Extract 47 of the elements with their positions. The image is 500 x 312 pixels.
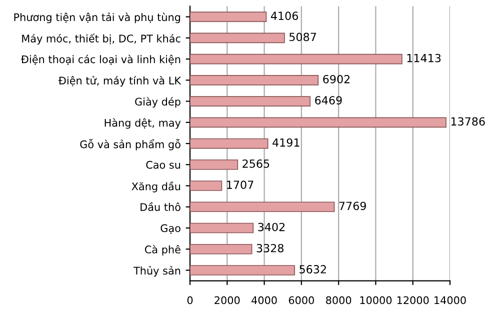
data-label: 5632	[300, 265, 326, 274]
x-tick-label: 2000	[214, 296, 240, 304]
data-label: 6469	[315, 96, 342, 105]
bar	[190, 12, 267, 22]
x-tick-label: 6000	[288, 296, 314, 304]
x-tick-label: 12000	[397, 296, 429, 304]
x-tick-label: 4000	[252, 296, 277, 304]
data-label: 5087	[289, 32, 316, 42]
y-tick-label: Cà phê	[144, 244, 180, 256]
y-tick-label: Gạo	[160, 224, 180, 234]
bar	[190, 159, 238, 170]
bar	[190, 54, 402, 64]
data-label: 1707	[227, 180, 254, 189]
data-label: 7769	[339, 202, 366, 210]
x-tick-label: 8000	[326, 296, 352, 304]
x-tick-label: 0	[187, 296, 193, 304]
y-tick-label: Hàng dệt, may	[104, 118, 181, 129]
bar	[190, 180, 222, 191]
y-tick-label: Giày dép	[135, 97, 180, 108]
y-tick-label: Điện tử, máy tính và LK	[58, 76, 182, 87]
data-label: 3402	[258, 222, 285, 232]
y-tick-label: Phương tiện vận tải và phụ tùng	[14, 12, 180, 24]
data-label: 4106	[270, 12, 298, 20]
bar	[190, 244, 252, 254]
x-tick-label: 14000	[434, 296, 466, 304]
bar	[190, 74, 319, 86]
bar	[190, 117, 446, 128]
data-label: 3328	[256, 244, 284, 252]
bar	[190, 202, 335, 212]
x-tick-label: 10000	[360, 296, 392, 304]
data-label: 13786	[451, 117, 485, 126]
bar	[190, 222, 254, 234]
bar	[190, 265, 296, 276]
data-label: 11413	[407, 54, 441, 62]
y-tick-label: Thủy sản	[133, 266, 180, 277]
y-tick-label: Điện thoại các loại và linh kiện	[20, 54, 180, 65]
y-tick-label: Cao su	[146, 160, 180, 169]
y-tick-label: Xăng dầu	[132, 181, 180, 192]
bar	[190, 96, 311, 106]
bar	[190, 138, 268, 149]
data-label: 6902	[323, 74, 350, 84]
y-tick-label: Dầu thô	[140, 202, 180, 211]
data-label: 2565	[242, 159, 270, 168]
bar	[190, 32, 285, 44]
data-label: 4191	[272, 138, 300, 147]
y-tick-label: Gỗ và sản phẩm gỗ	[80, 138, 180, 150]
y-tick-label: Máy móc, thiết bị, DC, PT khác	[22, 34, 180, 44]
